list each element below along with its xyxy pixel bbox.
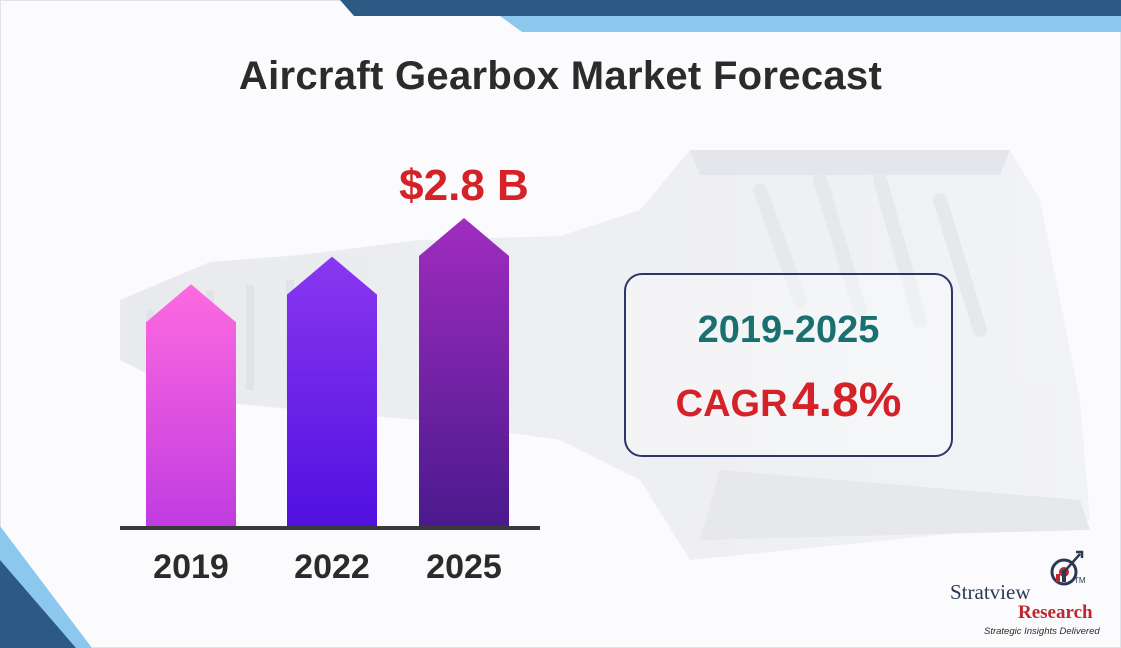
cagr-panel: 2019-2025 CAGR 4.8% (624, 273, 953, 457)
brand-name: Stratview (950, 580, 1031, 604)
bar-2025 (419, 218, 509, 527)
target-arrow-icon (1050, 550, 1084, 586)
data-label: $2.8 B (399, 161, 529, 210)
engine-silhouette (120, 150, 1090, 560)
bar-2019 (146, 284, 236, 527)
brand-tagline: Strategic Insights Delivered (984, 626, 1100, 637)
bar-2022 (287, 256, 377, 527)
brand-sub: Research (1018, 602, 1093, 623)
x-tick-label: 2022 (294, 548, 370, 586)
cagr-label: CAGR (675, 383, 788, 425)
chart-title: Aircraft Gearbox Market Forecast (238, 54, 883, 98)
chart-baseline (120, 526, 540, 530)
cagr-line: CAGR 4.8% (626, 373, 951, 428)
brand-trademark: TM (1074, 576, 1086, 585)
brand-logo: Stratview TM Research Strategic Insights… (950, 550, 1115, 640)
x-tick-label: 2025 (426, 548, 502, 586)
cagr-period: 2019-2025 (697, 309, 880, 351)
cagr-value: 4.8% (791, 374, 902, 427)
x-tick-label: 2019 (153, 548, 229, 586)
